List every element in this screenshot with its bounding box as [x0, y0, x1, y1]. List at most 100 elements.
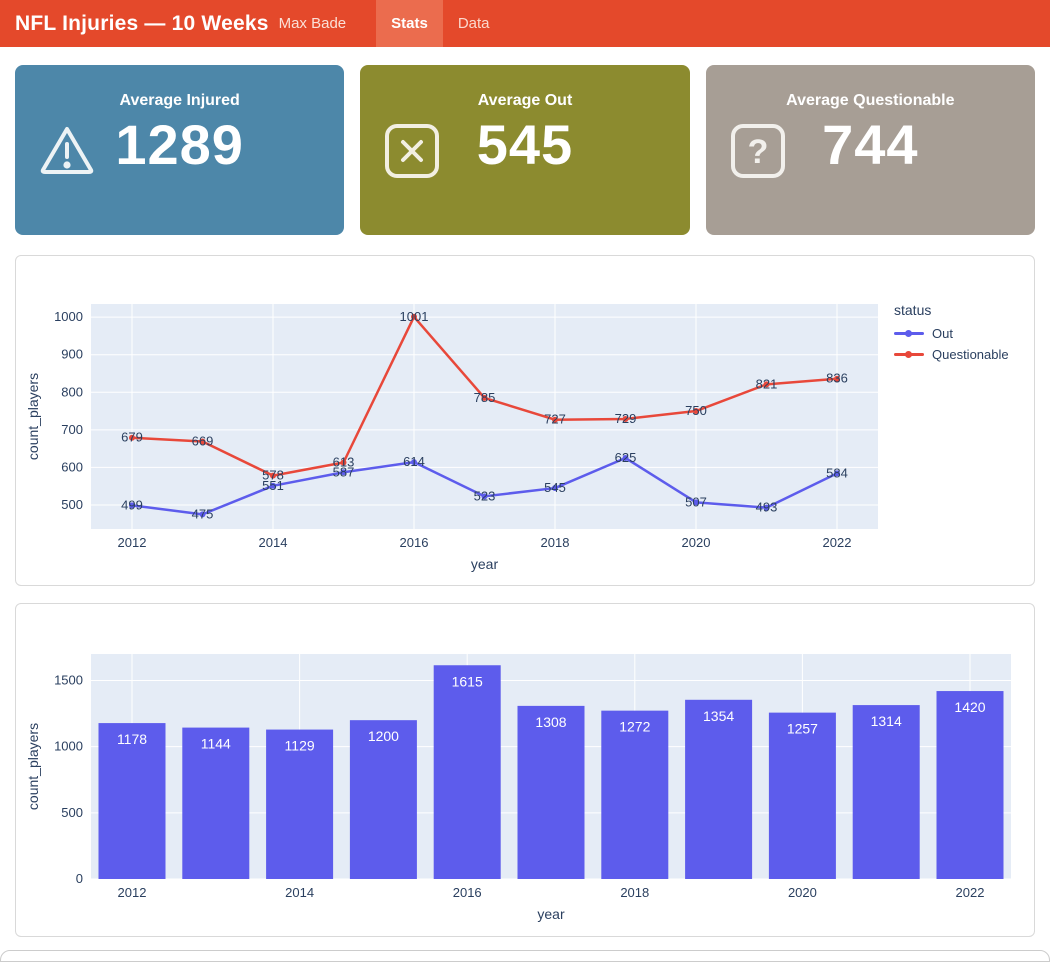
data-label: 785	[474, 390, 496, 405]
data-point	[552, 485, 558, 492]
stat-card-average-questionable: Average Questionable 744 ?	[705, 65, 1035, 235]
data-point	[199, 438, 206, 445]
y-tick-label: 0	[76, 871, 83, 886]
line-chart-svg[interactable]: 500 600 700 800 900 1000 2012 2014 2016 2018 2020 2…	[16, 256, 1034, 585]
bar-label: 1257	[787, 721, 818, 737]
x-axis-title: year	[471, 556, 499, 572]
legend-swatch-out	[894, 330, 924, 337]
bar	[98, 723, 166, 879]
data-point	[622, 455, 629, 462]
data-point	[340, 459, 347, 466]
stat-card-value: 1289	[115, 113, 244, 176]
bar-label: 1272	[619, 719, 650, 735]
stat-card-value: 744	[822, 113, 919, 176]
y-tick-label: 1000	[54, 739, 83, 754]
bar-label: 1129	[285, 738, 315, 754]
x-tick-label: 2022	[823, 535, 852, 550]
bar	[182, 727, 250, 879]
data-label: 614	[403, 454, 425, 469]
tab-stats-label: Stats	[391, 15, 428, 32]
data-label: 836	[826, 371, 848, 386]
x-tick-label: 2018	[620, 885, 649, 900]
bar	[517, 705, 585, 879]
question-square-icon: ?	[728, 121, 788, 181]
bar	[433, 665, 501, 879]
data-point	[270, 482, 276, 489]
app-header: NFL Injuries — 10 Weeks Max Bade Stats D…	[0, 0, 1050, 47]
x-tick-label: 2012	[118, 885, 147, 900]
data-label: 1001	[400, 309, 429, 324]
bar-label: 1420	[954, 699, 985, 715]
data-point	[834, 375, 840, 382]
data-label: 545	[544, 480, 566, 495]
stat-card-average-injured: Average Injured 1289	[15, 65, 345, 235]
tab-data[interactable]: Data	[443, 0, 505, 47]
legend-item-questionable[interactable]: Questionable	[894, 347, 1009, 362]
bar-label: 1308	[535, 714, 566, 730]
bar	[768, 712, 836, 879]
data-label: 679	[121, 430, 143, 445]
legend-item-out[interactable]: Out	[894, 326, 1009, 341]
app-subtitle: Max Bade	[278, 15, 347, 32]
data-label: 729	[615, 411, 637, 426]
data-label: 507	[685, 494, 707, 509]
data-point	[481, 394, 488, 401]
y-tick-label: 1500	[54, 672, 83, 687]
bar-chart-card: 0 500 1000 1500 2012 2014 2016 2018 2020 2022 year…	[15, 603, 1035, 937]
data-point	[481, 493, 488, 500]
y-tick-label: 600	[61, 459, 83, 474]
y-tick-label: 800	[61, 384, 83, 399]
data-point	[693, 408, 699, 415]
next-card-top-edge	[0, 950, 1050, 962]
stat-card-title: Average Questionable	[786, 92, 955, 109]
bar	[852, 705, 920, 879]
data-point	[129, 502, 135, 509]
bar-chart-svg[interactable]: 0 500 1000 1500 2012 2014 2016 2018 2020 2022 year…	[16, 604, 1034, 936]
stat-card-value: 545	[476, 113, 574, 176]
data-label: 669	[192, 433, 214, 448]
data-point	[270, 472, 276, 479]
x-tick-label: 2020	[682, 535, 711, 550]
y-tick-label: 500	[61, 805, 83, 820]
x-square-icon	[382, 121, 442, 181]
bar	[601, 710, 669, 879]
data-point	[411, 313, 417, 320]
y-axis-title: count_players	[25, 373, 41, 460]
legend-swatch-questionable	[894, 351, 924, 358]
legend-label-out: Out	[932, 326, 953, 341]
y-tick-label: 700	[61, 422, 83, 437]
y-tick-label: 900	[61, 347, 83, 362]
stat-card-title: Average Injured	[119, 92, 240, 109]
data-label: 821	[756, 376, 778, 391]
bar-label: 1178	[117, 731, 147, 747]
x-tick-label: 2016	[453, 885, 482, 900]
tab-stats[interactable]: Stats	[376, 0, 443, 47]
warning-triangle-icon	[37, 121, 97, 181]
data-label: 551	[262, 478, 284, 493]
bar	[936, 691, 1004, 879]
line-chart-legend: status Out Questionable	[894, 302, 1009, 368]
stat-cards-row: Average Injured 1289 Average Out 545 Ave…	[15, 65, 1035, 235]
x-tick-label: 2022	[956, 885, 985, 900]
data-label: 499	[121, 497, 143, 512]
data-label: 727	[544, 412, 566, 427]
y-tick-label: 500	[61, 497, 83, 512]
svg-text:?: ?	[747, 133, 768, 171]
data-label: 578	[262, 468, 284, 483]
data-point	[129, 434, 135, 441]
data-point	[763, 504, 770, 511]
bar	[266, 729, 334, 879]
data-point	[622, 415, 629, 422]
data-label: 587	[333, 464, 355, 479]
data-point	[763, 381, 770, 388]
bar-label: 1615	[452, 673, 483, 689]
x-tick-label: 2016	[400, 535, 429, 550]
data-point	[552, 416, 558, 423]
legend-title: status	[894, 302, 932, 318]
legend-label-questionable: Questionable	[932, 347, 1009, 362]
app-title: NFL Injuries — 10 Weeks	[15, 11, 269, 35]
line-chart-card: 500 600 700 800 900 1000 2012 2014 2016 2018 2020 2…	[15, 255, 1035, 586]
x-tick-label: 2012	[118, 535, 147, 550]
x-tick-label: 2020	[788, 885, 817, 900]
x-tick-label: 2014	[285, 885, 314, 900]
